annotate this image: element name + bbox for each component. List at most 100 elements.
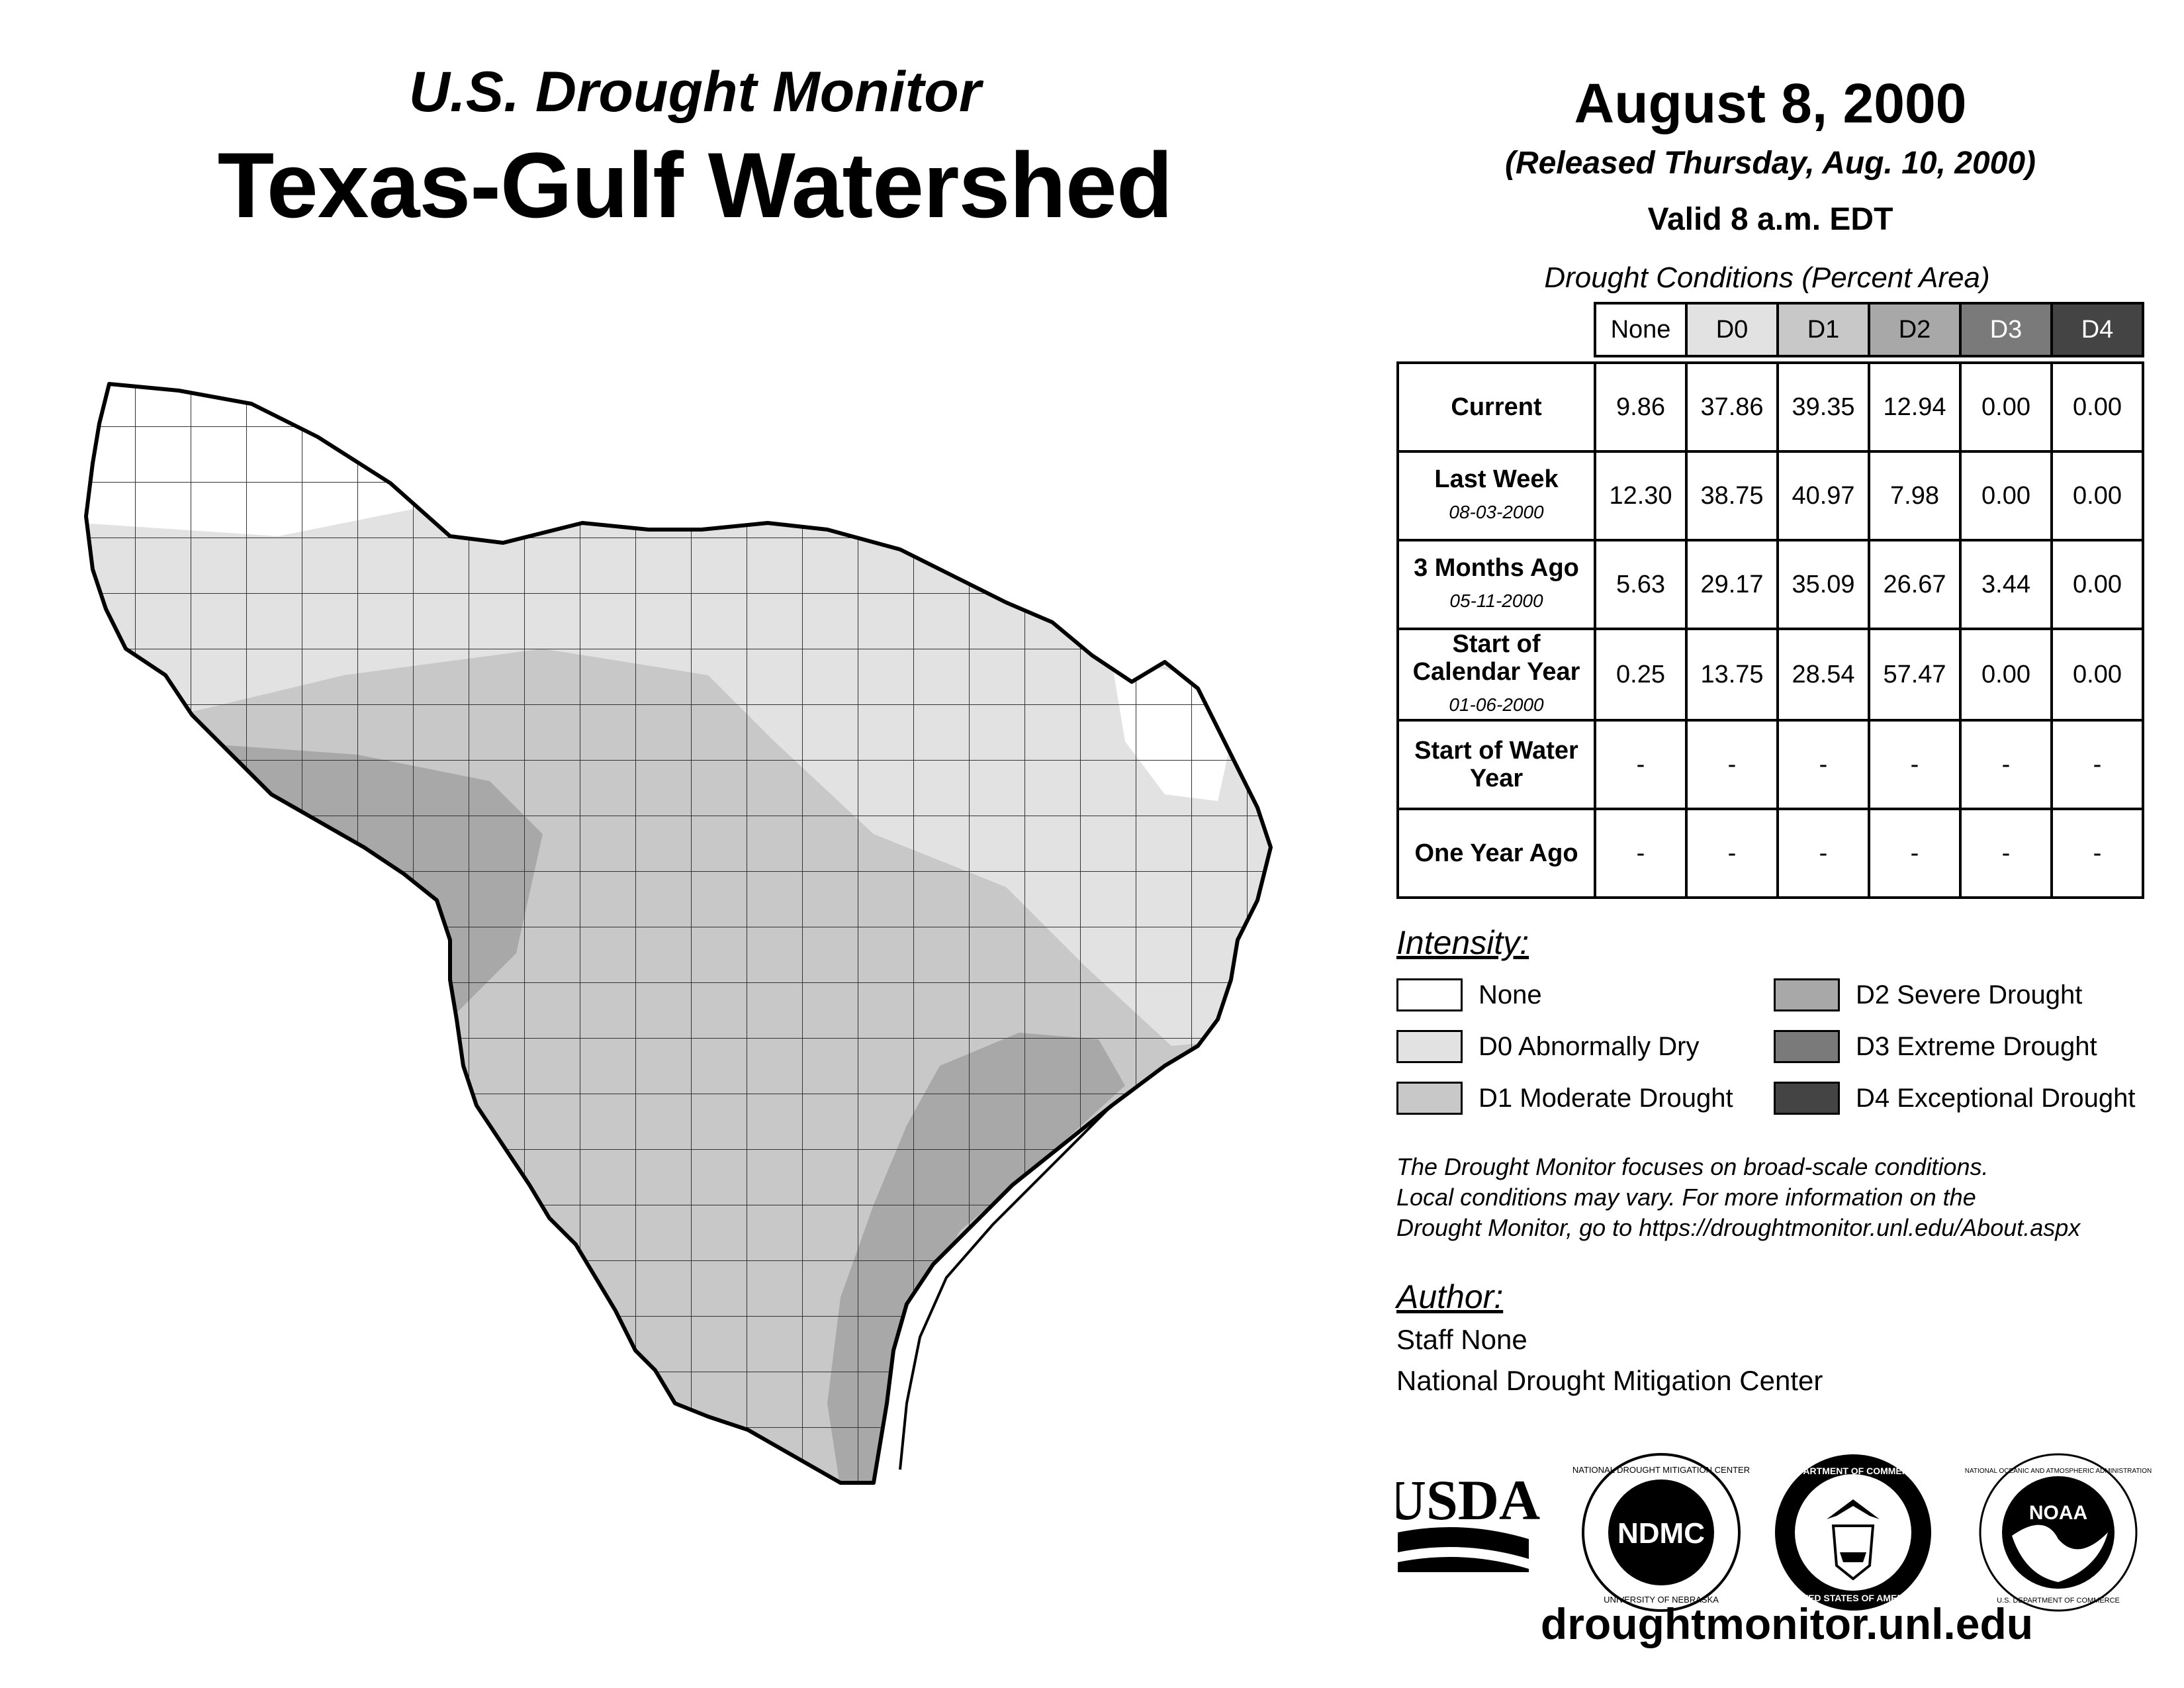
- table-header-row: None D0 D1 D2 D3 D4: [1398, 302, 2144, 357]
- barrier-island-line: [899, 1104, 1113, 1470]
- table-row: 3 Months Ago 05-11-2000 5.63 29.17 35.09 …: [1396, 539, 2144, 630]
- ndmc-logo: NDMC NATIONAL DROUGHT MITIGATION CENTER …: [1572, 1453, 1750, 1612]
- table-cell: 12.94: [1868, 361, 1962, 453]
- table-row: Current 9.86 37.86 39.35 12.94 0.00 0.00: [1396, 361, 2144, 453]
- disclaimer-line: The Drought Monitor focuses on broad-sca…: [1396, 1153, 1989, 1180]
- svg-text:NOAA: NOAA: [2029, 1502, 2087, 1524]
- col-header-none: None: [1594, 302, 1688, 357]
- author-name: Staff None: [1396, 1324, 1527, 1355]
- svg-text:NATIONAL OCEANIC AND ATMOSPHER: NATIONAL OCEANIC AND ATMOSPHERIC ADMINIS…: [1965, 1468, 2152, 1475]
- legend-label: D3 Extreme Drought: [1856, 1031, 2097, 1061]
- valid-time: Valid 8 a.m. EDT: [1647, 202, 1893, 237]
- svg-text:U.S. DEPARTMENT OF COMMERCE: U.S. DEPARTMENT OF COMMERCE: [1997, 1597, 2120, 1605]
- disclaimer-text: The Drought Monitor focuses on broad-sca…: [1396, 1152, 2177, 1243]
- table-cell: 0.00: [2050, 361, 2144, 453]
- table-cell: 26.67: [1868, 539, 1962, 630]
- disclaimer-line: Local conditions may vary. For more info…: [1396, 1184, 1976, 1211]
- row-label: One Year Ago: [1396, 808, 1596, 899]
- table-cell: 12.30: [1594, 450, 1688, 541]
- intensity-legend-title: Intensity:: [1396, 924, 1529, 961]
- legend-item-none: None: [1396, 978, 1542, 1011]
- table-cell: 35.09: [1776, 539, 1870, 630]
- table-cell: 13.75: [1685, 628, 1779, 722]
- table-cell: 57.47: [1868, 628, 1962, 722]
- table-row: Start of Calendar Year 01-06-2000 0.25 13…: [1396, 628, 2144, 722]
- table-cell: -: [2050, 719, 2144, 810]
- table-cell: 0.00: [2050, 450, 2144, 541]
- table-cell: 29.17: [1685, 539, 1779, 630]
- disclaimer-line: Drought Monitor, go to https://droughtmo…: [1396, 1214, 2081, 1241]
- col-header-d2: D2: [1868, 302, 1962, 357]
- col-header-d3: D3: [1959, 302, 2053, 357]
- row-label: Last Week 08-03-2000: [1396, 450, 1596, 541]
- release-date: (Released Thursday, Aug. 10, 2000): [1504, 146, 2036, 181]
- svg-text:UNIVERSITY OF NEBRASKA: UNIVERSITY OF NEBRASKA: [1604, 1595, 1719, 1605]
- table-cell: 0.25: [1594, 628, 1688, 722]
- table-cell: 9.86: [1594, 361, 1688, 453]
- table-cell: -: [1594, 808, 1688, 899]
- svg-text:NDMC: NDMC: [1617, 1517, 1705, 1550]
- author-title: Author:: [1396, 1278, 1504, 1315]
- usda-logo: USDA: [1396, 1468, 1540, 1572]
- legend-item-d0: D0 Abnormally Dry: [1396, 1030, 1699, 1063]
- svg-text:NATIONAL DROUGHT MITIGATION CE: NATIONAL DROUGHT MITIGATION CENTER: [1572, 1465, 1750, 1475]
- website-link[interactable]: droughtmonitor.unl.edu: [1540, 1599, 2034, 1648]
- table-cell: -: [1959, 808, 2053, 899]
- drought-areas: [86, 384, 1271, 1483]
- legend-swatch: [1396, 978, 1463, 1011]
- svg-text:DEPARTMENT OF COMMERCE: DEPARTMENT OF COMMERCE: [1785, 1466, 1922, 1476]
- conditions-table: None D0 D1 D2 D3 D4 Current 9.86 37.86 3…: [1396, 302, 2144, 899]
- table-cell: 0.00: [2050, 539, 2144, 630]
- table-row: Last Week 08-03-2000 12.30 38.75 40.97 7.…: [1396, 450, 2144, 541]
- table-cell: 39.35: [1776, 361, 1870, 453]
- row-label: Start of Water Year: [1396, 719, 1596, 810]
- row-label: 3 Months Ago 05-11-2000: [1396, 539, 1596, 630]
- legend-item-d1: D1 Moderate Drought: [1396, 1082, 1733, 1115]
- table-cell: 5.63: [1594, 539, 1688, 630]
- table-cell: -: [1685, 719, 1779, 810]
- table-cell: 3.44: [1959, 539, 2053, 630]
- col-header-d4: D4: [2050, 302, 2144, 357]
- legend-swatch: [1774, 1082, 1840, 1115]
- row-label: Current: [1396, 361, 1596, 453]
- table-cell: -: [1868, 808, 1962, 899]
- table-row: Start of Water Year - - - - - -: [1396, 719, 2144, 810]
- legend-swatch: [1396, 1030, 1463, 1063]
- table-corner: [1398, 303, 1595, 356]
- table-cell: 0.00: [2050, 628, 2144, 722]
- legend-label: D2 Severe Drought: [1856, 980, 2083, 1009]
- table-row: One Year Ago - - - - - -: [1396, 808, 2144, 899]
- table-cell: 0.00: [1959, 628, 2053, 722]
- map-title: Texas-Gulf Watershed: [217, 133, 1173, 237]
- col-header-d1: D1: [1776, 302, 1870, 357]
- author-org: National Drought Mitigation Center: [1396, 1365, 1823, 1396]
- map-subtitle: U.S. Drought Monitor: [408, 60, 981, 124]
- map-header: U.S. Drought Monitor Texas-Gulf Watershe…: [0, 60, 1390, 239]
- legend-item-d3: D3 Extreme Drought: [1774, 1030, 2097, 1063]
- table-cell: -: [1685, 808, 1779, 899]
- table-cell: -: [1594, 719, 1688, 810]
- noaa-logo: NOAA NATIONAL OCEANIC AND ATMOSPHERIC AD…: [1965, 1453, 2152, 1612]
- date-header: August 8, 2000 (Released Thursday, Aug. …: [1357, 71, 2184, 238]
- legend-label: D0 Abnormally Dry: [1479, 1031, 1700, 1061]
- table-cell: 37.86: [1685, 361, 1779, 453]
- table-cell: -: [1959, 719, 2053, 810]
- table-cell: 38.75: [1685, 450, 1779, 541]
- table-cell: -: [1776, 719, 1870, 810]
- legend-label: D4 Exceptional Drought: [1856, 1083, 2136, 1113]
- svg-text:UNITED STATES OF AMERICA: UNITED STATES OF AMERICA: [1786, 1593, 1919, 1603]
- table-cell: -: [1776, 808, 1870, 899]
- watershed-outline: [84, 382, 1273, 1485]
- legend-label: None: [1479, 980, 1542, 1009]
- watershed-map: [84, 382, 1273, 1485]
- table-cell: 0.00: [1959, 361, 2053, 453]
- legend-swatch: [1774, 1030, 1840, 1063]
- legend-label: D1 Moderate Drought: [1479, 1083, 1733, 1113]
- legend-item-d4: D4 Exceptional Drought: [1774, 1082, 2135, 1115]
- legend-item-d2: D2 Severe Drought: [1774, 978, 2082, 1011]
- legend-swatch: [1396, 1082, 1463, 1115]
- conditions-title: Drought Conditions (Percent Area): [1544, 261, 1990, 294]
- legend-swatch: [1774, 978, 1840, 1011]
- col-header-d0: D0: [1685, 302, 1779, 357]
- table-cell: 28.54: [1776, 628, 1870, 722]
